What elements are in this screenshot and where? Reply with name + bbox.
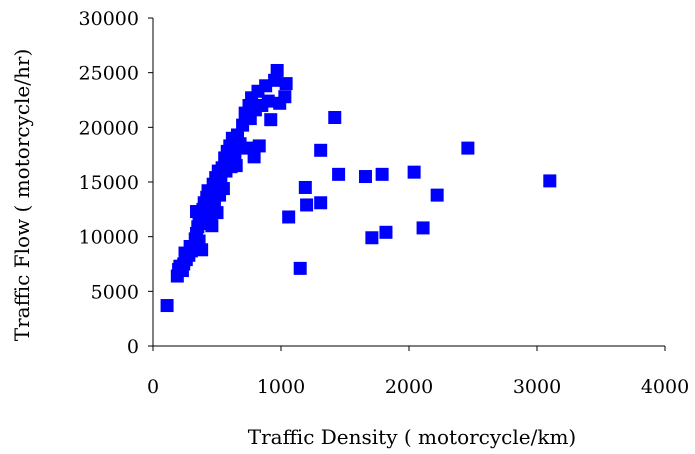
data-point: [279, 77, 293, 91]
data-point: [160, 299, 174, 313]
y-tick-label: 10000: [79, 227, 139, 249]
x-ticks: 0 1000 2000 3000 4000: [147, 346, 689, 398]
x-tick-label: 2000: [385, 376, 433, 398]
data-point: [270, 63, 284, 77]
data-point: [358, 170, 372, 184]
y-tick-label: 5000: [91, 281, 139, 303]
data-point: [430, 188, 444, 202]
data-point: [407, 165, 421, 179]
data-point: [228, 147, 242, 161]
data-point: [332, 167, 346, 181]
data-point: [543, 174, 557, 188]
data-point: [195, 243, 209, 257]
x-tick-label: 3000: [513, 376, 561, 398]
data-point: [365, 231, 379, 245]
y-tick-label: 0: [127, 336, 139, 358]
data-point: [261, 94, 275, 108]
y-tick-label: 20000: [79, 117, 139, 139]
data-point: [328, 110, 342, 124]
y-tick-label: 15000: [79, 172, 139, 194]
data-point: [205, 219, 219, 233]
data-point: [300, 198, 314, 212]
x-tick-label: 0: [147, 376, 159, 398]
data-point: [314, 196, 328, 210]
data-point: [278, 90, 292, 104]
data-point: [268, 73, 282, 87]
data-point: [229, 159, 243, 173]
x-tick-label: 4000: [641, 376, 689, 398]
axes: [152, 18, 665, 347]
x-axis-title: Traffic Density ( motorcycle/km): [248, 425, 576, 449]
data-points: [160, 63, 557, 313]
x-tick-label: 1000: [257, 376, 305, 398]
y-ticks: 0 5000 10000 15000 20000 25000 30000: [79, 8, 153, 358]
data-point: [247, 150, 261, 164]
y-tick-label: 25000: [79, 63, 139, 85]
data-point: [379, 225, 393, 239]
data-point: [252, 139, 266, 153]
data-point: [282, 210, 296, 224]
y-tick-label: 30000: [79, 8, 139, 30]
data-point: [264, 113, 278, 127]
data-point: [216, 182, 230, 196]
data-point: [461, 141, 475, 155]
data-point: [314, 143, 328, 157]
data-point: [298, 180, 312, 194]
data-point: [416, 221, 430, 235]
data-point: [375, 167, 389, 181]
y-axis-title: Traffic Flow ( motorcycle/hr): [10, 49, 34, 342]
data-point: [210, 206, 224, 220]
data-point: [293, 261, 307, 275]
